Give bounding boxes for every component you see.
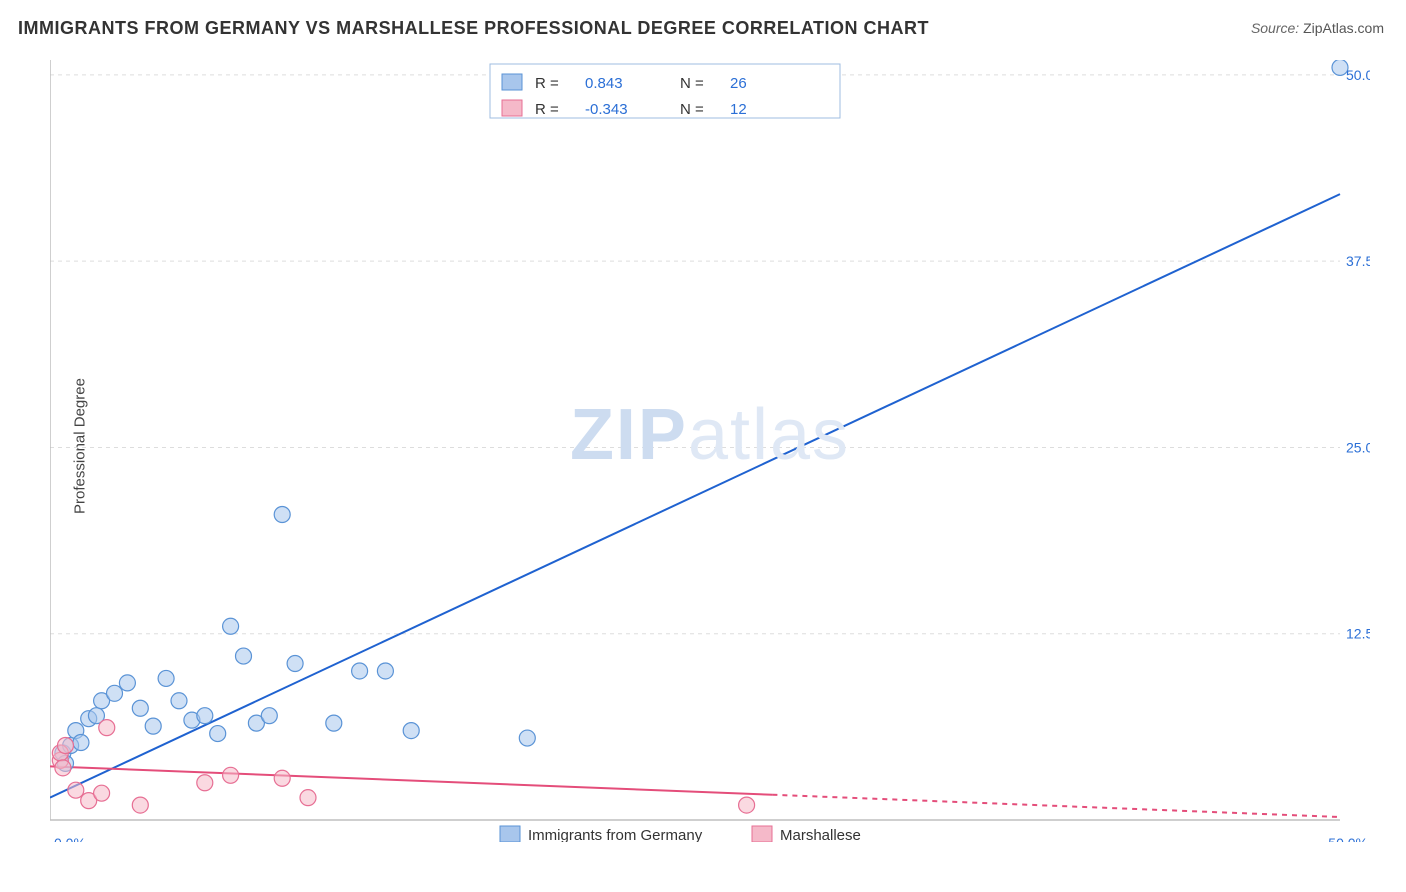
plot-area: ZIPatlas 12.5%25.0%37.5%50.0%0.0%50.0%R …	[50, 60, 1370, 842]
data-point	[99, 720, 115, 736]
legend-n-label: N =	[680, 75, 704, 92]
chart-title: IMMIGRANTS FROM GERMANY VS MARSHALLESE P…	[18, 18, 929, 39]
trend-line-dashed	[772, 795, 1340, 817]
data-point	[94, 785, 110, 801]
chart-container: IMMIGRANTS FROM GERMANY VS MARSHALLESE P…	[0, 0, 1406, 892]
data-point	[300, 790, 316, 806]
y-tick-label: 50.0%	[1346, 67, 1370, 83]
data-point	[210, 726, 226, 742]
data-point	[236, 648, 252, 664]
data-point	[197, 708, 213, 724]
data-point	[119, 675, 135, 691]
data-point	[57, 737, 73, 753]
legend-swatch	[502, 74, 522, 90]
data-point	[55, 760, 71, 776]
legend-n-value: 12	[730, 101, 747, 118]
trend-line	[50, 766, 772, 794]
data-point	[68, 782, 84, 798]
data-point	[326, 715, 342, 731]
source-attribution: Source: ZipAtlas.com	[1251, 20, 1384, 36]
data-point	[261, 708, 277, 724]
data-point	[403, 723, 419, 739]
data-point	[197, 775, 213, 791]
series-legend-label: Immigrants from Germany	[528, 827, 703, 842]
y-tick-label: 37.5%	[1346, 253, 1370, 269]
legend-r-label: R =	[535, 101, 559, 118]
source-value: ZipAtlas.com	[1303, 20, 1384, 36]
legend-r-label: R =	[535, 75, 559, 92]
trend-line	[50, 194, 1340, 798]
data-point	[223, 618, 239, 634]
y-tick-label: 12.5%	[1346, 626, 1370, 642]
data-point	[274, 507, 290, 523]
series-legend-swatch	[752, 826, 772, 842]
data-point	[274, 770, 290, 786]
y-tick-label: 25.0%	[1346, 439, 1370, 455]
data-point	[171, 693, 187, 709]
data-point	[519, 730, 535, 746]
legend-swatch	[502, 100, 522, 116]
data-point	[223, 767, 239, 783]
chart-svg: 12.5% 25.0% 37.5% 50.0% 0.0% 50.0% R = 0.843 N =…	[50, 60, 1370, 842]
data-point	[132, 797, 148, 813]
x-tick-label: 0.0%	[54, 835, 86, 842]
series-legend-label: Marshallese	[780, 827, 861, 842]
data-point	[377, 663, 393, 679]
data-point	[352, 663, 368, 679]
x-tick-label: 50.0%	[1328, 835, 1368, 842]
legend-n-value: 26	[730, 75, 747, 92]
source-label: Source:	[1251, 20, 1303, 36]
data-point	[739, 797, 755, 813]
data-point	[132, 700, 148, 716]
data-point	[287, 656, 303, 672]
data-point	[107, 685, 123, 701]
legend-r-value: 0.843	[585, 75, 623, 92]
legend-n-label: N =	[680, 101, 704, 118]
legend-r-value: -0.343	[585, 101, 628, 118]
data-point	[145, 718, 161, 734]
series-legend-swatch	[500, 826, 520, 842]
data-point	[73, 735, 89, 751]
data-point	[158, 670, 174, 686]
